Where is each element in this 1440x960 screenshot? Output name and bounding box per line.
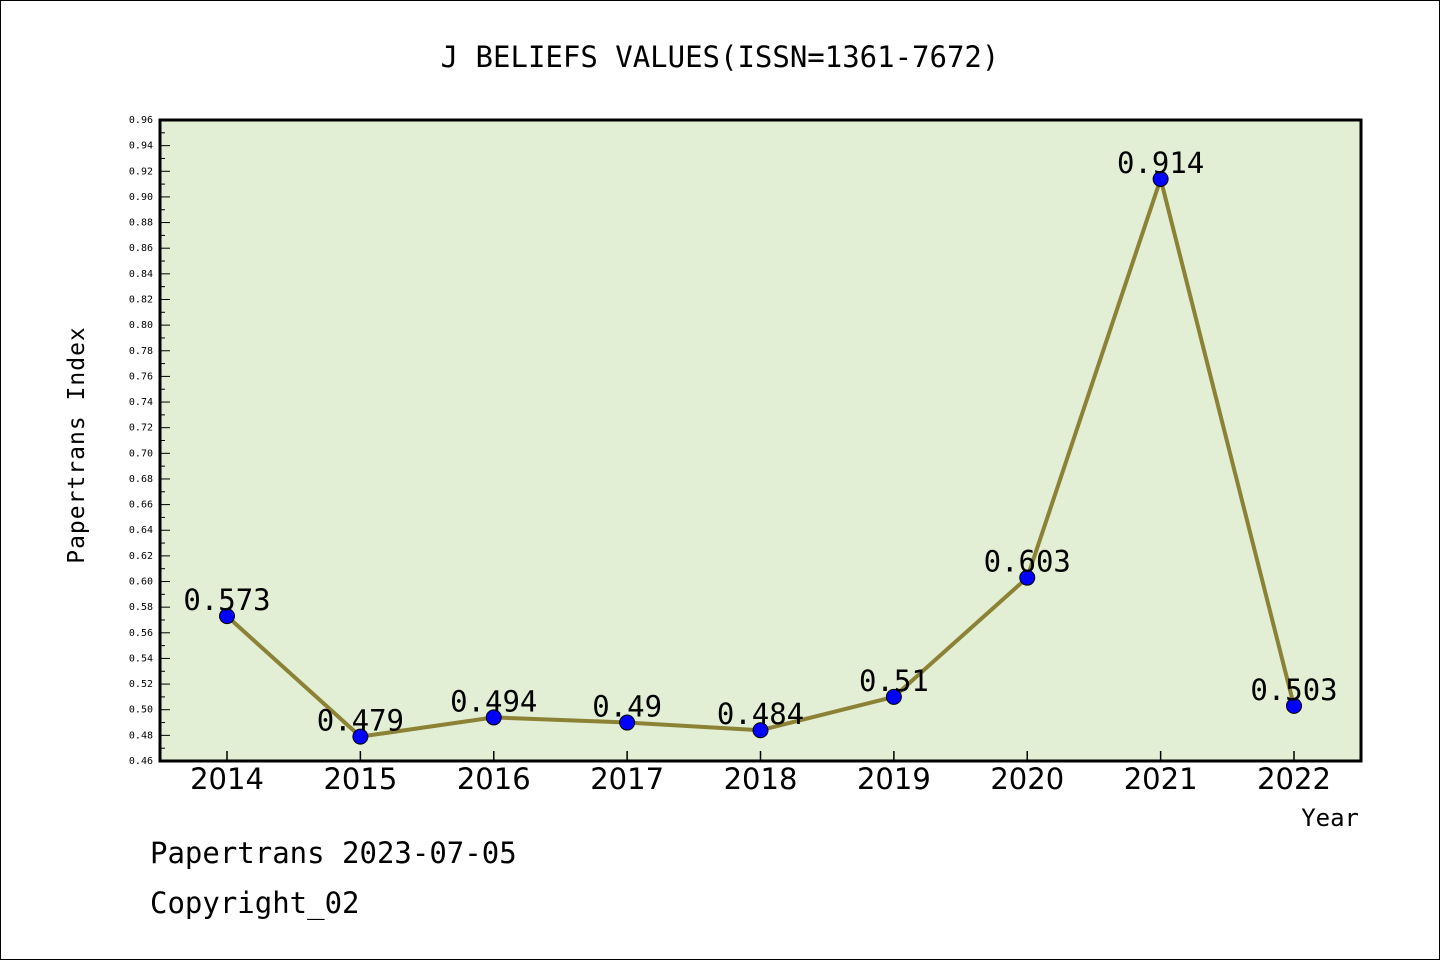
y-tick-label: 0.94 — [129, 141, 153, 152]
x-tick-label: 2017 — [590, 762, 664, 796]
y-tick-label: 0.84 — [129, 269, 153, 280]
y-tick-label: 0.62 — [129, 551, 153, 562]
y-axis: 0.46 0.48 0.50 0.52 0.54 0.56 0.58 0.60 0.62 0.64… — [129, 115, 170, 767]
y-tick-label: 0.96 — [129, 115, 153, 126]
data-points — [219, 170, 1302, 745]
y-tick-label: 0.78 — [129, 346, 153, 357]
data-label: 0.479 — [317, 704, 404, 738]
data-label: 0.603 — [984, 545, 1071, 579]
data-point — [885, 688, 902, 705]
data-point — [619, 714, 636, 731]
x-axis-label: Year — [1301, 804, 1359, 832]
data-point — [485, 709, 502, 726]
x-tick-label: 2015 — [323, 762, 397, 796]
data-point — [1019, 569, 1036, 586]
y-axis-label: Papertrans Index — [64, 326, 90, 564]
y-tick-label: 0.80 — [129, 320, 153, 331]
data-label: 0.484 — [717, 697, 804, 731]
y-tick-label: 0.54 — [129, 653, 153, 664]
y-tick-label: 0.92 — [129, 166, 153, 177]
y-tick-label: 0.48 — [129, 730, 153, 741]
data-label: 0.914 — [1117, 146, 1204, 180]
data-point — [1286, 697, 1302, 714]
x-tick-label: 2020 — [990, 762, 1064, 796]
data-labels: 0.573 0.479 0.494 0.49 0.484 0.51 0.603 0.914 0.… — [183, 146, 1337, 738]
data-label: 0.573 — [183, 583, 270, 617]
chart-title: J BELIEFS VALUES(ISSN=1361-7672) — [441, 40, 1000, 74]
x-tick-label: 2014 — [190, 762, 264, 796]
data-label: 0.51 — [859, 664, 929, 698]
y-tick-label: 0.72 — [129, 423, 153, 434]
x-tick-label: 2016 — [457, 762, 531, 796]
x-tick-label: 2021 — [1124, 762, 1198, 796]
x-axis: 2014 2015 2016 2017 2018 2019 2020 2021 2022 — [190, 751, 1331, 796]
y-tick-label: 0.68 — [129, 474, 153, 485]
y-tick-label: 0.66 — [129, 500, 153, 511]
data-point — [752, 722, 769, 739]
y-tick-label: 0.52 — [129, 679, 153, 690]
y-tick-label: 0.46 — [129, 756, 153, 767]
data-label: 0.49 — [592, 690, 662, 724]
y-tick-label: 0.60 — [129, 577, 153, 588]
y-tick-label: 0.74 — [129, 397, 153, 408]
data-point — [352, 728, 369, 745]
y-tick-label: 0.64 — [129, 525, 153, 536]
y-tick-label: 0.56 — [129, 628, 153, 639]
y-tick-label: 0.90 — [129, 192, 153, 203]
y-tick-label: 0.88 — [129, 218, 153, 229]
data-label: 0.503 — [1250, 673, 1337, 707]
y-tick-label: 0.82 — [129, 294, 153, 305]
data-point — [219, 608, 235, 625]
y-tick-label: 0.50 — [129, 705, 153, 716]
data-label: 0.494 — [450, 684, 537, 718]
plot-area — [158, 118, 1363, 763]
data-point — [1152, 170, 1169, 187]
x-tick-label: 2022 — [1257, 762, 1331, 796]
footer-date: Papertrans 2023-07-05 — [150, 836, 517, 870]
y-tick-label: 0.58 — [129, 602, 153, 613]
x-tick-label: 2018 — [724, 762, 798, 796]
footer-copyright: Copyright_02 — [150, 886, 360, 920]
y-tick-label: 0.76 — [129, 371, 153, 382]
y-tick-label: 0.86 — [129, 243, 153, 254]
y-tick-label: 0.70 — [129, 448, 153, 459]
x-tick-label: 2019 — [857, 762, 931, 796]
